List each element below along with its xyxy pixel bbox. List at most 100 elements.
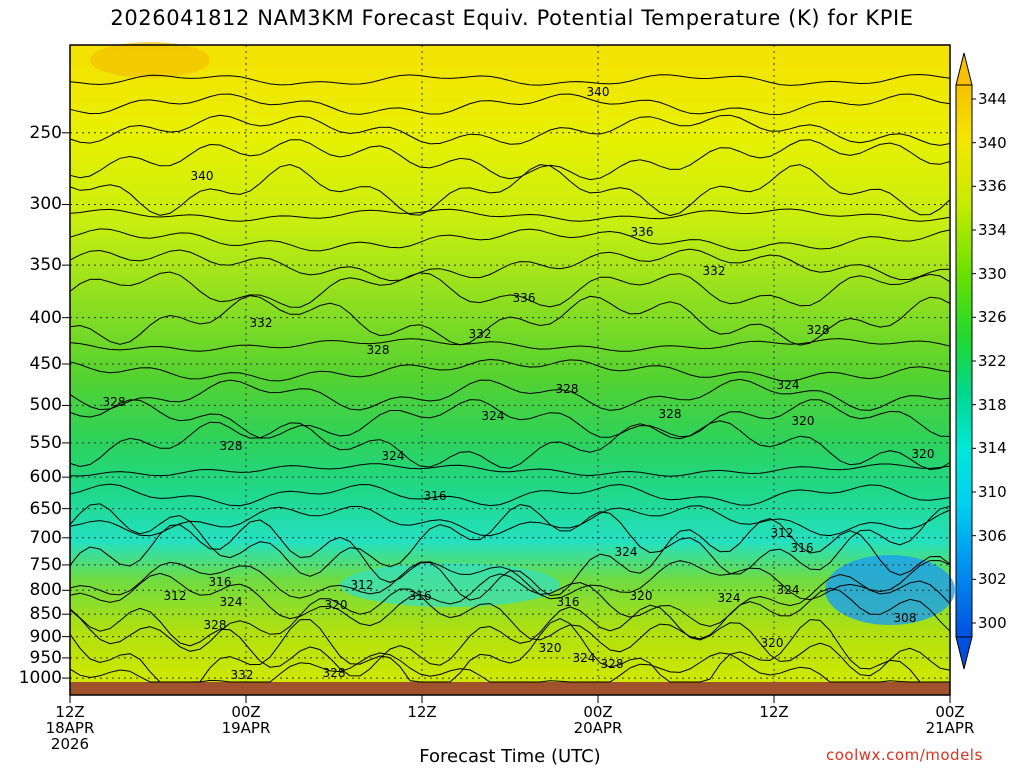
contour-line — [69, 73, 951, 86]
y-tick-label: 600 — [29, 467, 62, 488]
x-tick-line: 00Z — [583, 703, 613, 721]
x-tick-line: 21APR — [925, 719, 975, 737]
contour-label: 328 — [601, 657, 624, 671]
x-tick-line: 19APR — [221, 719, 271, 737]
contour-label: 336 — [513, 291, 536, 305]
contour-label: 332 — [231, 668, 254, 682]
contour-label: 328 — [323, 666, 346, 680]
x-tick-label: 00Z 21APR — [905, 704, 995, 736]
contour-line — [69, 652, 950, 683]
y-tick-label: 700 — [29, 527, 62, 548]
x-tick-line: 2026 — [50, 735, 90, 753]
contour-label: 332 — [250, 316, 273, 330]
contour-line — [69, 505, 951, 537]
y-tick-label: 400 — [29, 307, 62, 328]
x-tick-label: 00Z 20APR — [553, 704, 643, 736]
contour-line — [69, 93, 951, 116]
contour-label: 316 — [791, 541, 814, 555]
contour-line — [69, 560, 951, 601]
contour-label: 332 — [469, 327, 492, 341]
contour-label: 328 — [220, 439, 243, 453]
contour-label: 308 — [894, 611, 917, 625]
contour-line — [69, 587, 951, 653]
contour-label: 328 — [103, 395, 126, 409]
y-tick-label: 450 — [29, 353, 62, 374]
colorbar-label: 326 — [978, 308, 1007, 327]
contour-line — [69, 517, 951, 601]
contour-label: 324 — [777, 583, 800, 597]
contour-line — [69, 163, 951, 217]
y-tick-label: 1000 — [18, 668, 62, 689]
credit-link[interactable]: coolwx.com/models — [826, 746, 983, 764]
contour-label: 320 — [630, 589, 653, 603]
x-tick-line: 20APR — [573, 719, 623, 737]
x-tick-line: 00Z — [935, 703, 965, 721]
colorbar-arrow-bottom — [955, 636, 973, 670]
contour-line — [69, 208, 951, 222]
colorbar-label: 314 — [978, 439, 1007, 458]
x-tick-label: 12Z 18APR 2026 — [25, 704, 115, 752]
x-tick-line: 12Z — [759, 703, 789, 721]
warm-patch — [90, 42, 210, 78]
y-tick-label: 800 — [29, 580, 62, 601]
contour-line — [69, 271, 951, 308]
contour-label: 328 — [556, 382, 579, 396]
x-tick-line: 12Z — [407, 703, 437, 721]
colorbar-label: 340 — [978, 133, 1007, 152]
contour-label: 312 — [351, 578, 374, 592]
contour-label: 320 — [539, 641, 562, 655]
contour-line — [69, 248, 951, 282]
y-tick-label: 250 — [29, 122, 62, 143]
contour-label: 312 — [164, 589, 187, 603]
colorbar-label: 300 — [978, 614, 1007, 632]
y-tick-label: 500 — [29, 395, 62, 416]
contour-label: 324 — [777, 378, 800, 392]
contour-label: 316 — [557, 595, 580, 609]
colorbar-label: 302 — [978, 570, 1007, 589]
contour-label: 324 — [573, 651, 596, 665]
contour-label: 320 — [325, 598, 348, 612]
x-tick-label: 12Z — [377, 704, 467, 720]
y-tick-label: 750 — [29, 554, 62, 575]
y-tick-label: 550 — [29, 432, 62, 453]
contour-label: 336 — [631, 225, 654, 239]
contour-label: 324 — [382, 449, 405, 463]
y-tick-label: 300 — [29, 194, 62, 215]
colorbar-label: 336 — [978, 177, 1007, 196]
colorbar-label: 310 — [978, 483, 1007, 501]
ground-strip — [70, 682, 950, 695]
contour-label: 312 — [771, 526, 794, 540]
contour-line — [69, 114, 951, 146]
x-axis-title: Forecast Time (UTC) — [419, 746, 601, 767]
colorbar — [955, 84, 973, 638]
contour-line — [69, 378, 951, 411]
contour-label: 316 — [409, 589, 432, 603]
contour-label: 340 — [191, 169, 214, 183]
contour-line — [69, 604, 951, 677]
contour-label: 328 — [659, 407, 682, 421]
contour-label: 332 — [703, 264, 726, 278]
contour-label: 316 — [424, 489, 447, 503]
chart-title: 2026041812 NAM3KM Forecast Equiv. Potent… — [110, 6, 914, 30]
contour-label: 328 — [204, 618, 227, 632]
colorbar-label: 330 — [978, 264, 1007, 283]
contour-label: 324 — [220, 595, 243, 609]
contour-line — [69, 572, 951, 627]
colorbar-label: 306 — [978, 526, 1007, 545]
colorbar-arrow-top — [955, 52, 973, 86]
x-tick-line: 00Z — [231, 703, 261, 721]
contour-label: 320 — [761, 636, 784, 650]
contour-line — [69, 358, 951, 382]
y-tick-label: 350 — [29, 255, 62, 276]
colorbar-label: 344 — [978, 90, 1007, 108]
contour-label: 328 — [807, 323, 830, 337]
y-tick-label: 950 — [29, 647, 62, 668]
contour-line — [69, 399, 951, 439]
contour-line — [69, 338, 951, 352]
contour-label: 340 — [587, 85, 610, 99]
contour-label: 324 — [718, 591, 741, 605]
y-tick-label: 900 — [29, 626, 62, 647]
contour-line — [69, 295, 951, 346]
contour-label: 324 — [615, 545, 638, 559]
